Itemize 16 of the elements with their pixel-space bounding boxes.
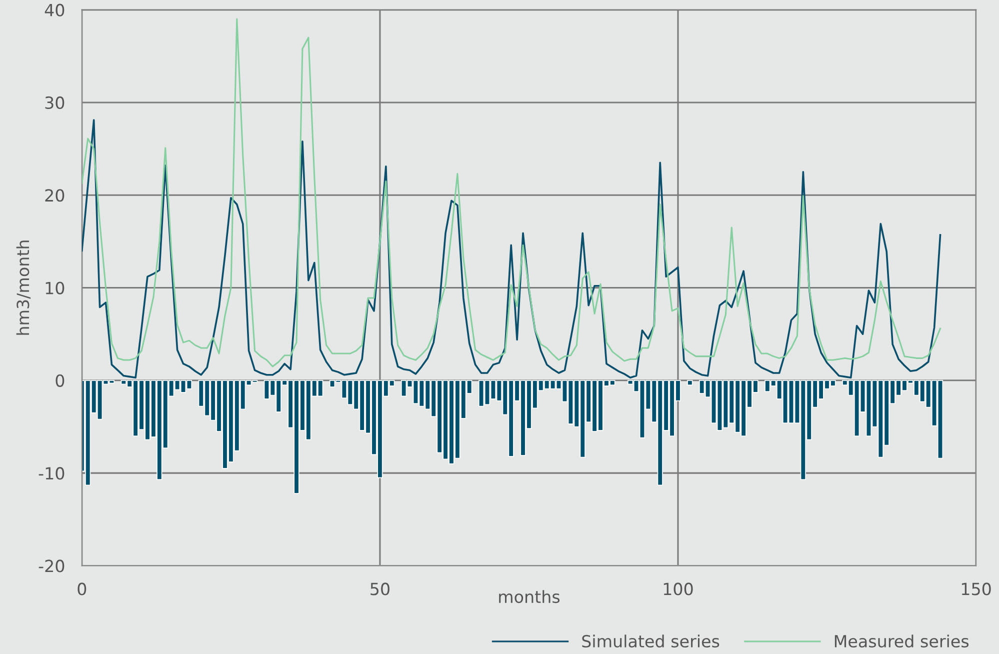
y-tick-label: -20 xyxy=(38,560,64,572)
x-tick-label: 0 xyxy=(78,582,86,596)
x-axis-title: months xyxy=(499,590,560,604)
x-tick-label: 100 xyxy=(664,582,693,596)
legend-label: Measured series xyxy=(834,634,969,648)
y-tick-label: 40 xyxy=(44,4,64,16)
y-tick-label: -10 xyxy=(38,467,64,480)
y-tick-label: 10 xyxy=(46,282,64,294)
line-series xyxy=(82,18,942,368)
y-tick-label: 30 xyxy=(45,96,64,110)
y-axis-title: hm3/month xyxy=(16,240,31,335)
x-tick-label: 150 xyxy=(962,582,991,596)
y-tick-label: 20 xyxy=(45,189,64,202)
y-tick-label: 0 xyxy=(56,374,64,387)
legend-label: Simulated series xyxy=(582,634,720,648)
x-tick-label: 50 xyxy=(370,582,390,596)
